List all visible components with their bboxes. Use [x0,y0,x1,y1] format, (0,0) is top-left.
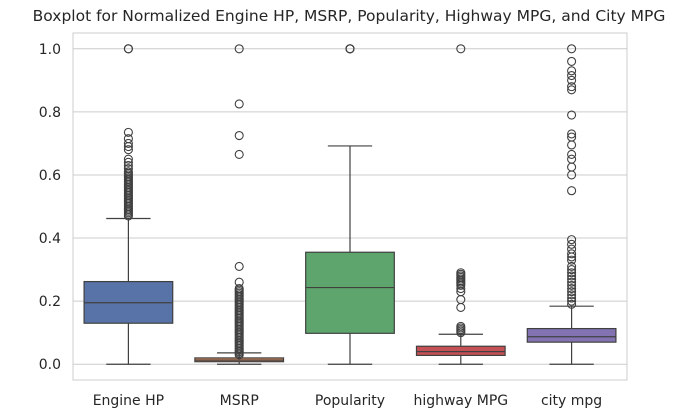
outlier-point [567,186,577,196]
iqr-box [415,345,506,356]
outlier-point [123,154,133,164]
chart-title: Boxplot for Normalized Engine HP, MSRP, … [32,7,666,25]
outlier-point [567,140,577,150]
outlier-point [234,130,244,141]
outlier-point [567,71,577,81]
plot-area-frame [72,32,628,381]
outlier-point [567,280,577,290]
outlier-point [456,295,466,305]
outlier-point [123,160,133,171]
outlier-point [234,99,244,109]
outlier-point [567,271,577,281]
outlier-point [567,255,577,265]
outlier-point [234,283,244,294]
outlier-point [456,302,466,312]
boxes [83,44,617,365]
outlier-point [567,129,577,139]
outlier-point [123,164,133,174]
outlier-point [567,274,577,284]
outlier-point [567,290,577,300]
outlier-point [567,261,577,271]
outlier-point [234,261,244,271]
outlier-point [567,299,577,309]
outlier-point [456,321,466,331]
outlier-point [567,75,577,85]
outlier-point [567,66,577,76]
x-tick-label: MSRP [220,393,259,409]
outlier-point [567,85,577,95]
x-axis: Engine HP MSRP Popularity highway MPG city m… [93,393,603,409]
outlier-point [567,265,577,275]
iqr-box [305,251,395,334]
y-tick-label: 0.4 [39,231,61,247]
outlier-point [567,82,577,92]
outlier-point [345,44,355,54]
y-tick-label: 0.8 [39,105,61,121]
outlier-point [567,149,577,159]
outlier-point [567,162,577,172]
box-engine-hp [83,44,174,365]
outlier-point [567,296,577,306]
y-tick-label: 1.0 [39,42,61,58]
x-tick-label: highway MPG [413,393,508,409]
outlier-point [567,235,577,245]
outlier-point [567,44,577,54]
y-tick-label: 0.0 [39,357,61,373]
outlier-point [567,249,577,259]
x-tick-label: Popularity [315,393,385,409]
outlier-point [123,44,133,54]
outlier-point [567,283,577,294]
outlier-point [567,132,577,142]
x-tick-label: city mpg [541,393,602,409]
box-popularity [305,44,395,365]
outlier-point [234,44,244,54]
y-tick-label: 0.6 [39,168,61,184]
outlier-point [123,145,133,155]
outlier-point [567,154,577,164]
outlier-point [234,149,244,159]
outlier-point [123,138,133,148]
iqr-box [526,327,617,343]
outlier-point [567,287,577,297]
x-tick-label: Engine HP [93,393,164,409]
box-msrp [194,44,285,365]
outlier-point [567,268,577,278]
outlier-point [567,239,577,249]
box-city-mpg [526,44,617,365]
outlier-point [123,157,133,167]
outlier-point [456,44,466,54]
outlier-point [567,110,577,120]
outlier-point [567,244,577,254]
box-highway-mpg [415,44,506,365]
outlier-point [567,277,577,287]
outlier-point [567,56,577,66]
outlier-point [234,277,244,287]
outlier-point [123,127,133,137]
outlier-point [123,167,133,177]
outlier-point [567,293,577,303]
outlier-point [123,134,133,144]
y-axis: 0.0 0.2 0.4 0.6 0.8 1.0 [39,42,61,373]
outlier-point [456,268,466,278]
y-tick-label: 0.2 [39,294,61,310]
